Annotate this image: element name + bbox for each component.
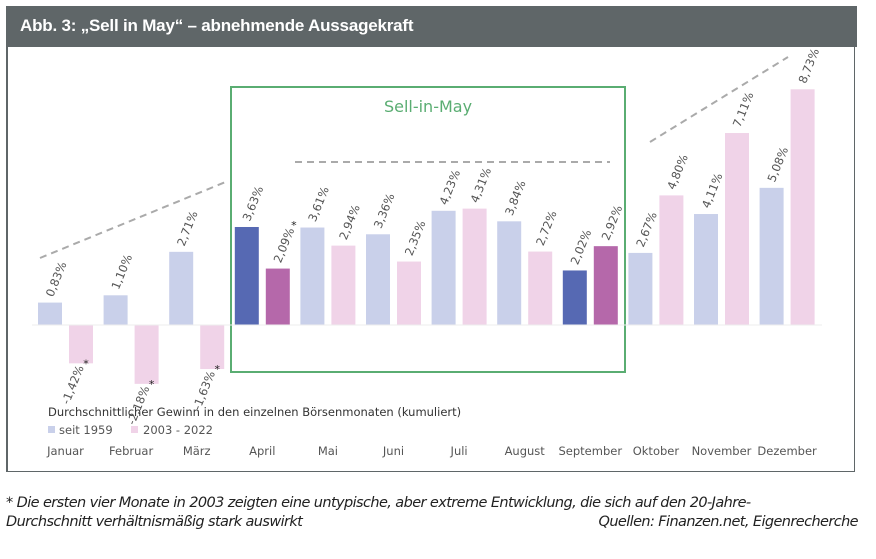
value-label: 4,23% — [436, 168, 463, 207]
figure-header: Abb. 3: „Sell in May“ – abnehmende Aussa… — [6, 6, 857, 47]
bar-februar-seit-1959 — [103, 295, 128, 325]
bar-märz-seit-1959 — [169, 251, 194, 325]
x-axis: Januar Februar März April Mai Juni Juli August S… — [32, 324, 822, 458]
bar-märz-2003-2022 — [200, 325, 225, 370]
legend-swatch-seit-1959 — [48, 426, 55, 433]
x-tick-label: Juni — [382, 444, 404, 458]
value-label: 2,35% — [402, 218, 429, 257]
footnote-line-2: Durchschnitt verhältnismäßig stark auswi… — [6, 514, 303, 530]
footnote-star: * — [83, 357, 89, 370]
x-tick-label: April — [249, 444, 275, 458]
bar-februar-2003-2022 — [134, 325, 159, 384]
trend-line-rising-2 — [649, 56, 789, 143]
bar-august-2003-2022 — [528, 251, 553, 325]
footnote-star: * — [214, 363, 220, 376]
value-label: 4,11% — [699, 171, 726, 210]
legend-swatch-2003-2022 — [131, 426, 138, 433]
bar-januar-seit-1959 — [38, 302, 62, 325]
bar-juli-seit-1959 — [431, 210, 456, 325]
x-tick-label: Oktober — [633, 444, 680, 458]
bar-september-seit-1959 — [562, 270, 587, 325]
x-tick-label: August — [505, 444, 546, 458]
source-note: Quellen: Finanzen.net, Eigenrecherche — [598, 514, 859, 530]
bars — [38, 89, 815, 384]
bar-januar-2003-2022 — [69, 325, 93, 364]
value-label: 4,80% — [664, 152, 691, 191]
bar-april-seit-1959 — [234, 226, 259, 325]
bar-oktober-2003-2022 — [659, 195, 684, 325]
x-tick-label: Mai — [318, 444, 338, 458]
value-label: 0,83% — [43, 260, 70, 299]
x-tick-label: November — [692, 444, 752, 458]
value-label: 2,02% — [568, 227, 595, 266]
bar-juli-2003-2022 — [462, 208, 487, 325]
sell-in-may-rect — [230, 86, 626, 373]
value-label: 3,61% — [305, 184, 332, 223]
value-label: 1,10% — [108, 252, 135, 291]
bar-oktober-seit-1959 — [628, 252, 653, 325]
value-label: 2,92% — [599, 203, 626, 242]
chart-subtitle: Durchschnittlicher Gewinn in den einzeln… — [48, 405, 461, 419]
value-label: 2,72% — [533, 208, 560, 247]
footnote: * Die ersten vier Monate in 2003 zeigten… — [6, 494, 859, 532]
bar-dezember-2003-2022 — [790, 89, 815, 325]
legend: Durchschnittlicher Gewinn in den einzeln… — [48, 405, 461, 437]
bar-juni-seit-1959 — [366, 234, 390, 325]
value-label: 4,31% — [467, 166, 494, 205]
bar-april-2003-2022 — [265, 268, 290, 325]
bar-chart: Sell-in-May 0,83%-1,42%*1,10%-2,18%*2,71… — [32, 46, 822, 458]
figure-title: Abb. 3: „Sell in May“ – abnehmende Aussa… — [20, 16, 414, 35]
bar-mai-2003-2022 — [331, 245, 356, 325]
footnote-star: * — [149, 378, 155, 391]
sell-in-may-box: Sell-in-May — [230, 86, 626, 373]
legend-label-2003-2022: 2003 - 2022 — [143, 423, 213, 437]
bar-juni-2003-2022 — [397, 261, 421, 325]
bar-mai-seit-1959 — [300, 227, 325, 325]
value-label: 2,94% — [336, 203, 363, 242]
legend-label-seit-1959: seit 1959 — [59, 423, 113, 437]
value-label: 5,08% — [764, 145, 791, 184]
bar-november-seit-1959 — [694, 214, 718, 325]
sell-in-may-label: Sell-in-May — [384, 97, 472, 116]
x-tick-label: Februar — [109, 444, 153, 458]
value-label: 2,71% — [174, 209, 201, 248]
value-label: 7,11% — [730, 90, 757, 129]
value-label: 3,36% — [371, 191, 398, 230]
value-label: 3,63% — [240, 184, 267, 223]
x-tick-label: Juli — [450, 444, 468, 458]
x-tick-label: Dezember — [757, 444, 817, 458]
bar-september-2003-2022 — [593, 246, 618, 325]
bar-november-2003-2022 — [725, 133, 749, 325]
trend-line-rising-1 — [39, 180, 229, 259]
footnote-line-1: * Die ersten vier Monate in 2003 zeigten… — [6, 495, 751, 511]
bar-dezember-seit-1959 — [759, 187, 784, 325]
value-label: 3,84% — [502, 178, 529, 217]
trend-lines — [39, 56, 789, 259]
chart-frame — [6, 47, 855, 472]
bar-august-seit-1959 — [497, 221, 522, 325]
x-tick-label: März — [183, 444, 211, 458]
value-label: 2,67% — [633, 210, 660, 249]
footnote-star: * — [291, 219, 297, 232]
x-tick-label: September — [559, 444, 623, 458]
x-tick-label: Januar — [46, 444, 84, 458]
value-label: 8,73% — [795, 46, 822, 85]
